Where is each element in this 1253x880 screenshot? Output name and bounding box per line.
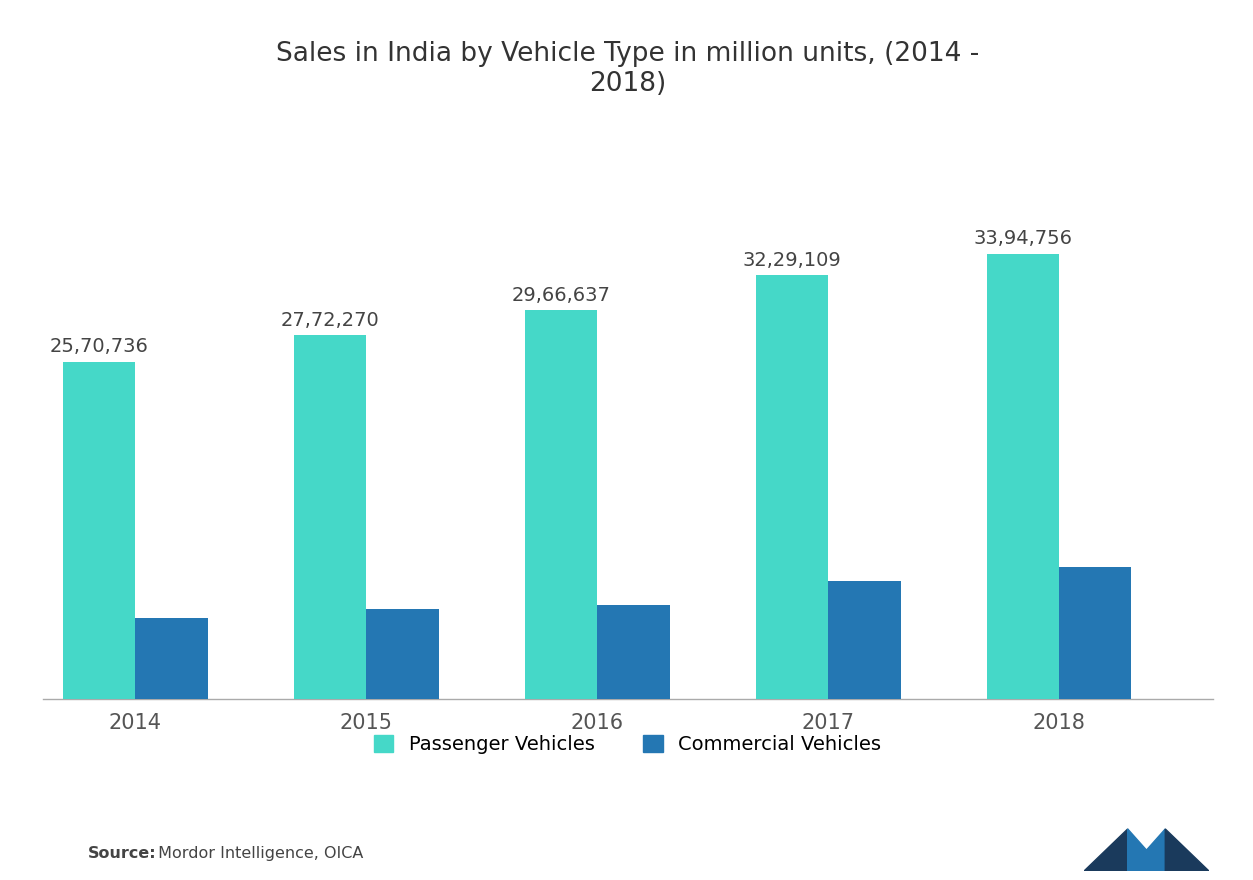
Bar xyxy=(293,335,366,699)
Text: 27,72,270: 27,72,270 xyxy=(281,311,380,330)
Text: 29,66,637: 29,66,637 xyxy=(511,286,610,304)
Text: 25,70,736: 25,70,736 xyxy=(50,337,149,356)
Legend: Passenger Vehicles, Commercial Vehicles: Passenger Vehicles, Commercial Vehicles xyxy=(365,725,891,764)
Bar xyxy=(986,253,1059,699)
Bar xyxy=(525,310,598,699)
Title: Sales in India by Vehicle Type in million units, (2014 -
2018): Sales in India by Vehicle Type in millio… xyxy=(276,41,980,98)
Text: Source:: Source: xyxy=(88,846,157,861)
Bar xyxy=(756,275,828,699)
Polygon shape xyxy=(1128,829,1165,871)
Text: Mordor Intelligence, OICA: Mordor Intelligence, OICA xyxy=(153,846,363,861)
Bar xyxy=(135,618,208,699)
Polygon shape xyxy=(1084,829,1128,871)
Bar xyxy=(828,582,901,699)
Text: 33,94,756: 33,94,756 xyxy=(974,230,1073,248)
Polygon shape xyxy=(1165,829,1209,871)
Text: 32,29,109: 32,29,109 xyxy=(743,251,841,270)
Bar xyxy=(1059,567,1131,699)
Bar xyxy=(63,362,135,699)
Bar xyxy=(598,605,669,699)
Bar xyxy=(366,609,439,699)
